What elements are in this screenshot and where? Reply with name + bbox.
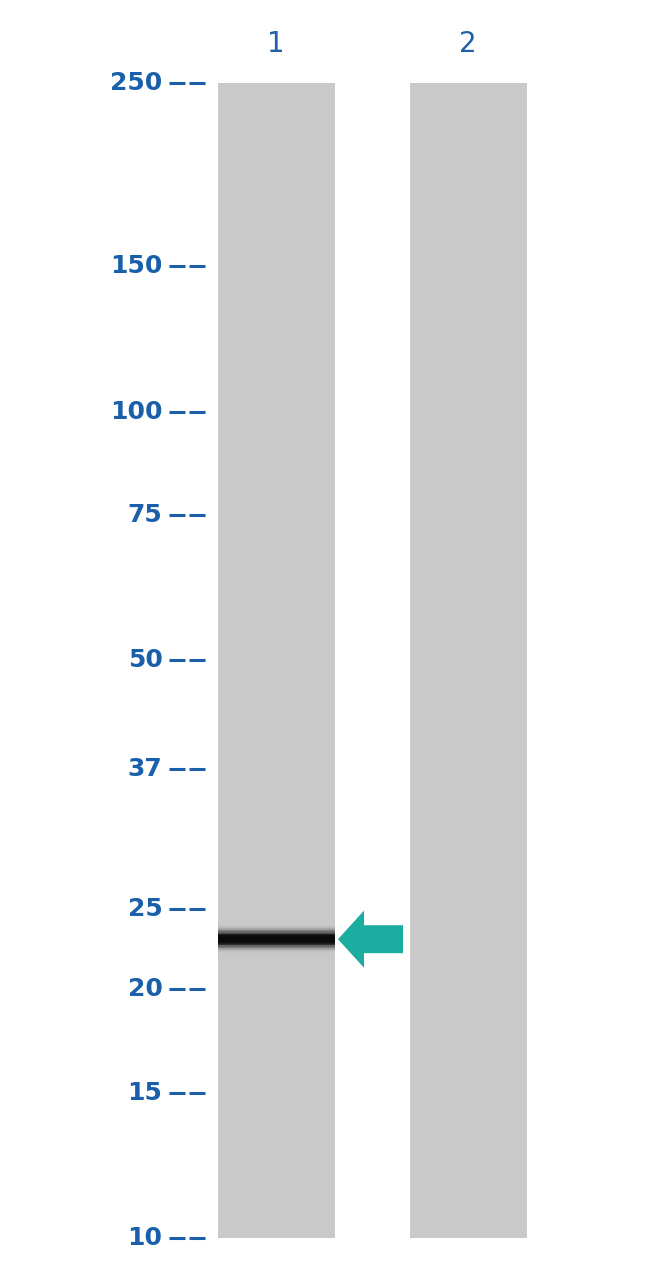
Text: 1: 1 [267,30,285,58]
Text: 75: 75 [128,503,162,527]
FancyArrow shape [338,911,403,968]
Text: 37: 37 [128,757,162,781]
Text: 100: 100 [110,400,162,423]
Text: 20: 20 [127,978,162,1001]
Text: 10: 10 [127,1227,162,1250]
Text: 150: 150 [110,254,162,278]
Bar [218,83,335,1238]
Text: 2: 2 [459,30,477,58]
Text: 25: 25 [128,898,162,921]
Bar [410,83,526,1238]
Text: 250: 250 [111,71,162,94]
Text: 50: 50 [127,649,162,672]
Text: 15: 15 [127,1081,162,1105]
